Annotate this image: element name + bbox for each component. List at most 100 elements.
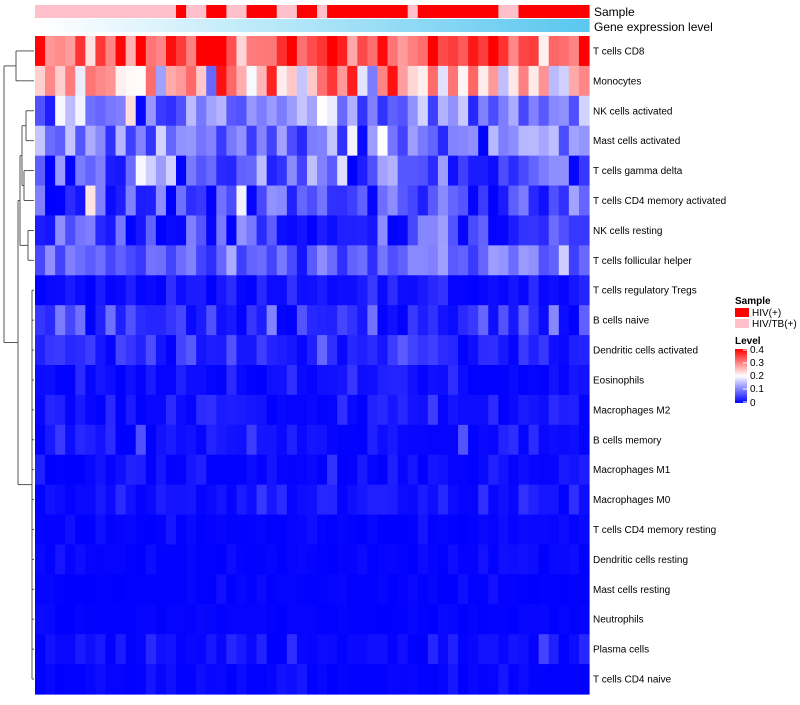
- heatmap-cell: [165, 664, 177, 695]
- heatmap-cell: [196, 604, 207, 635]
- heatmap-cell: [95, 95, 107, 127]
- heatmap-cell: [115, 36, 127, 67]
- heatmap-cell: [296, 424, 308, 456]
- heatmap-cell: [437, 305, 449, 336]
- heatmap-cell: [65, 125, 76, 157]
- heatmap-cell: [216, 65, 227, 97]
- heatmap-cell: [508, 424, 520, 456]
- heatmap-cell: [236, 215, 248, 246]
- heatmap-cell: [105, 454, 117, 486]
- sample-annotation-cell: [447, 5, 459, 18]
- heatmap-cell: [347, 275, 358, 306]
- heatmap-cell: [236, 36, 248, 67]
- heatmap-cell: [85, 574, 97, 605]
- heatmap-cell: [165, 65, 177, 97]
- heatmap-cell: [488, 215, 499, 246]
- heatmap-cell: [578, 65, 590, 97]
- heatmap-cell: [548, 36, 560, 67]
- heatmap-cell: [558, 335, 570, 366]
- heatmap-cell: [85, 155, 97, 187]
- heatmap-cell: [578, 394, 590, 426]
- heatmap-cell: [35, 65, 46, 97]
- heatmap-cell: [135, 424, 147, 456]
- legend-tick-label: 0.3: [750, 358, 764, 369]
- heatmap-cell: [105, 335, 117, 366]
- heatmap-cell: [135, 604, 147, 635]
- heatmap-cell: [488, 185, 499, 217]
- sample-annotation-cell: [246, 5, 258, 18]
- heatmap-cell: [125, 65, 137, 97]
- heatmap-cell: [387, 484, 399, 516]
- heatmap-cell: [317, 634, 328, 665]
- heatmap-cell: [528, 125, 540, 157]
- heatmap-cell: [458, 36, 469, 67]
- sample-annotation-cell: [125, 5, 137, 18]
- heatmap-cell: [478, 454, 489, 486]
- heatmap-cell: [196, 514, 207, 546]
- heatmap-cell: [427, 185, 439, 217]
- heatmap-cell: [105, 95, 117, 127]
- heatmap-cell: [246, 394, 258, 426]
- heatmap-cell: [226, 275, 238, 306]
- heatmap-cell: [347, 514, 358, 546]
- heatmap-cell: [216, 335, 227, 366]
- heatmap-cell: [387, 365, 399, 396]
- heatmap-cell: [186, 484, 197, 516]
- heatmap-cell: [85, 275, 97, 306]
- heatmap-cell: [498, 155, 510, 187]
- heatmap-cell: [85, 604, 97, 635]
- heatmap-cell: [437, 215, 449, 246]
- heatmap-cell: [165, 305, 177, 336]
- heatmap-cell: [246, 275, 258, 306]
- heatmap-cell: [508, 215, 520, 246]
- heatmap-cell: [85, 95, 97, 127]
- heatmap-cell: [377, 95, 389, 127]
- heatmap-cell: [45, 484, 56, 516]
- row-label: Macrophages M1: [593, 465, 671, 476]
- heatmap-cell: [216, 155, 227, 187]
- heatmap-cell: [548, 95, 560, 127]
- heatmap-cell: [538, 365, 550, 396]
- heatmap-cell: [508, 125, 520, 157]
- heatmap-cell: [337, 65, 348, 97]
- heatmap-cell: [35, 245, 46, 276]
- sample-annotation-cell: [468, 5, 479, 18]
- gene-expression-annotation-cell: [347, 19, 358, 32]
- heatmap-cell: [286, 36, 298, 67]
- heatmap-cell: [256, 305, 268, 336]
- sample-annotation-cell: [317, 5, 328, 18]
- heatmap-cell: [75, 454, 86, 486]
- heatmap-cell: [498, 454, 510, 486]
- heatmap-cell: [427, 275, 439, 306]
- heatmap-cell: [387, 275, 399, 306]
- gene-expression-annotation-cell: [437, 19, 449, 32]
- heatmap-cell: [286, 574, 298, 605]
- gene-expression-annotation-cell: [115, 19, 127, 32]
- heatmap-cell: [538, 574, 550, 605]
- heatmap-cell: [458, 484, 469, 516]
- heatmap-cell: [226, 454, 238, 486]
- heatmap-cell: [145, 305, 157, 336]
- heatmap-cell: [498, 514, 510, 546]
- heatmap-cell: [387, 394, 399, 426]
- heatmap-cell: [95, 65, 107, 97]
- heatmap-cell: [176, 185, 187, 217]
- heatmap-cell: [125, 335, 137, 366]
- heatmap-cell: [367, 335, 379, 366]
- heatmap-cell: [498, 544, 510, 575]
- heatmap-cell: [256, 365, 268, 396]
- heatmap-cell: [478, 65, 489, 97]
- heatmap-cell: [35, 544, 46, 575]
- heatmap-cell: [35, 36, 46, 67]
- heatmap-cell: [498, 95, 510, 127]
- heatmap-cell: [165, 514, 177, 546]
- heatmap-cell: [468, 365, 479, 396]
- sample-annotation-cell: [226, 5, 238, 18]
- heatmap-cell: [216, 454, 227, 486]
- heatmap-cell: [186, 305, 197, 336]
- heatmap-cell: [216, 664, 227, 695]
- heatmap-cell: [578, 454, 590, 486]
- gene-expression-annotation-cell: [155, 19, 167, 32]
- heatmap-cell: [115, 305, 127, 336]
- heatmap-cell: [377, 604, 389, 635]
